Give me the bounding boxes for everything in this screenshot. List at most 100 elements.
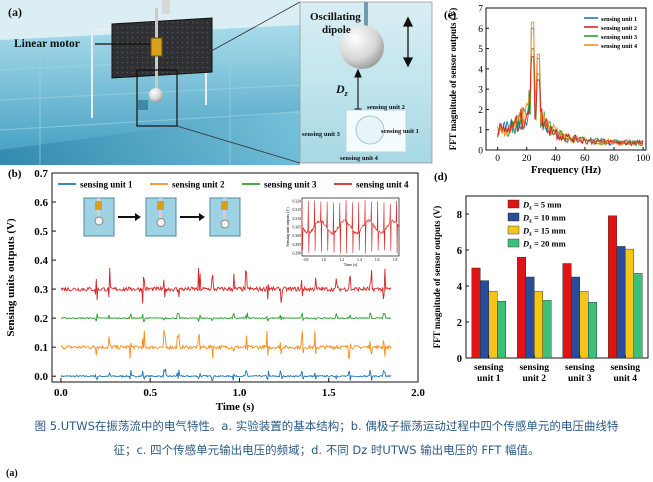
- y-axis-label: Sensing units outputs (V): [5, 218, 17, 337]
- bar-3-2: [571, 276, 581, 359]
- x-tick-label: 100: [636, 154, 651, 164]
- legend-label: Dz = 20 mm: [522, 239, 566, 251]
- legend-label: Dz = 15 mm: [522, 226, 566, 238]
- legend-label: sensing unit 1: [80, 180, 133, 190]
- inset-y-tick-label: 0.315: [292, 208, 301, 212]
- panel-a-illustration: Linear motor (a) Oscillating dipole Dz s…: [0, 0, 433, 165]
- y-tick-label: 0: [457, 354, 462, 365]
- legend-label: sensing unit 3: [264, 180, 317, 190]
- bar-2-2: [525, 276, 535, 359]
- legend-label: sensing unit 1: [601, 16, 637, 23]
- y-tick-label: 7: [478, 5, 483, 15]
- dz-label-main: D: [335, 82, 345, 96]
- x-tick-label-line2: unit 1: [477, 374, 501, 384]
- legend-label: sensing unit 2: [172, 180, 225, 190]
- bar-2-3: [534, 291, 544, 359]
- x-axis-label: Frequency (Hz): [531, 165, 602, 175]
- x-tick-label: 60: [580, 154, 590, 164]
- panel-b-label: (b): [8, 168, 22, 180]
- x-tick-label: 2.0: [411, 387, 425, 399]
- caption-line-1: 图 5.UTWS在振荡流中的电气特性。a. 实验装置的基本结构；b. 偶极子振荡…: [34, 419, 619, 433]
- inset-x-label: Time (s): [344, 262, 358, 267]
- bar-1-4: [497, 301, 507, 359]
- y-tick-label: 8: [457, 210, 462, 221]
- inset-x-tick-label: 0.8: [304, 258, 309, 262]
- figure-caption: 图 5.UTWS在振荡流中的电气特性。a. 实验装置的基本结构；b. 偶极子振荡…: [0, 414, 653, 462]
- zoom-line-bottom: [176, 125, 301, 164]
- sensor-small: [138, 100, 148, 110]
- x-tick-label-line2: unit 4: [614, 374, 638, 384]
- y-tick-label: 5: [478, 45, 483, 55]
- zoom-region-box: [136, 69, 178, 127]
- bar-4-4: [633, 273, 643, 359]
- x-tick-label-line2: unit 3: [568, 374, 592, 384]
- legend-swatch: [507, 212, 520, 222]
- fft-bar-chart: (d) 0 2 4 6 8 FFT magnitude of sensor outputs…: [432, 171, 649, 384]
- x-tick-label: 80: [609, 154, 619, 164]
- linear-motor: [150, 37, 163, 57]
- legend-swatch: [507, 238, 520, 248]
- inset-y-tick-label: 0.300: [292, 234, 301, 238]
- x-tick-label: 1.5: [322, 387, 336, 399]
- spectrum-line-unit-2: [497, 56, 644, 147]
- unit2-label: sensing unit 2: [367, 104, 405, 111]
- y-tick-label: 0.5: [34, 226, 48, 238]
- bar-3-3: [579, 291, 589, 359]
- unit3-label: sensing unit 3: [302, 131, 341, 138]
- inset-series-line: [301, 200, 400, 254]
- legend-label: sensing unit 2: [601, 25, 637, 32]
- y-tick-label: 0: [478, 147, 483, 157]
- motor-top-rail: [162, 0, 170, 14]
- y-tick-label: 2: [478, 106, 483, 116]
- legend-label: sensing unit 3: [601, 34, 637, 41]
- y-tick-label: 0.2: [34, 313, 48, 325]
- dipole-sphere: [340, 25, 384, 69]
- inset-x-tick-label: 1.2: [339, 258, 344, 262]
- panel-d-label: (d): [434, 171, 448, 183]
- y-tick-label: 3: [478, 86, 483, 96]
- unit1-label: sensing unit 1: [381, 128, 419, 135]
- y-tick-label: 6: [478, 25, 483, 35]
- inset-x-tick-label: 1.6: [375, 258, 380, 262]
- y-tick-label: 0.3: [34, 284, 48, 296]
- x-tick-label-line1: sensing: [474, 363, 504, 373]
- photo-sphere: [156, 218, 166, 227]
- panel-a: Linear motor (a) Oscillating dipole Dz s…: [0, 0, 435, 165]
- series-line-unit-2: [60, 329, 392, 360]
- bar-3-4: [588, 301, 598, 359]
- photo-motor: [157, 201, 164, 210]
- dz-label: Dz: [335, 82, 349, 98]
- x-tick-label: 0: [495, 154, 500, 164]
- bar-4-1: [608, 215, 618, 359]
- y-tick-label: 4: [478, 65, 483, 75]
- plot-frame: [465, 195, 649, 359]
- x-tick-label: 1.0: [233, 387, 247, 399]
- series-line-unit-1: [60, 368, 392, 381]
- zoom-line-top: [176, 1, 301, 71]
- sequence-arrow-head: [135, 213, 141, 221]
- y-tick-label: 0.1: [34, 342, 48, 354]
- legend-label: sensing unit 4: [601, 43, 637, 50]
- legend-swatch: [507, 199, 520, 209]
- panel-c: (c) 0 1 2 3 4 5 6 7 0 20 40 60 80 100 Frequency (Hz) FF…: [436, 0, 653, 177]
- bar-4-2: [616, 246, 626, 359]
- series-line-unit-4: [60, 267, 392, 304]
- legend-label: Dz = 10 mm: [522, 213, 566, 225]
- photo-motor: [221, 201, 228, 210]
- y-tick-label: 2: [457, 318, 462, 329]
- unit4-label: sensing unit 4: [340, 155, 379, 162]
- plot-frame: [485, 7, 647, 151]
- panel-c-label: (c): [444, 9, 457, 21]
- dipole-sphere-small: [149, 88, 163, 102]
- y-tick-label: 6: [457, 246, 462, 257]
- legend-label: Dz = 5 mm: [522, 200, 561, 212]
- x-tick-label: 20: [522, 154, 532, 164]
- inset-y-label: Sensing unit outputs (V): [285, 207, 290, 247]
- x-axis-label: Time (s): [216, 401, 255, 412]
- x-tick-label: 40: [551, 154, 561, 164]
- sensor-array-disc: [355, 115, 385, 145]
- next-figure-label: (a): [6, 468, 18, 479]
- y-axis-label: FFT magnitude of sensor outputs (V): [432, 206, 442, 348]
- linear-motor-label: Linear motor: [14, 38, 80, 50]
- bar-1-3: [488, 291, 498, 359]
